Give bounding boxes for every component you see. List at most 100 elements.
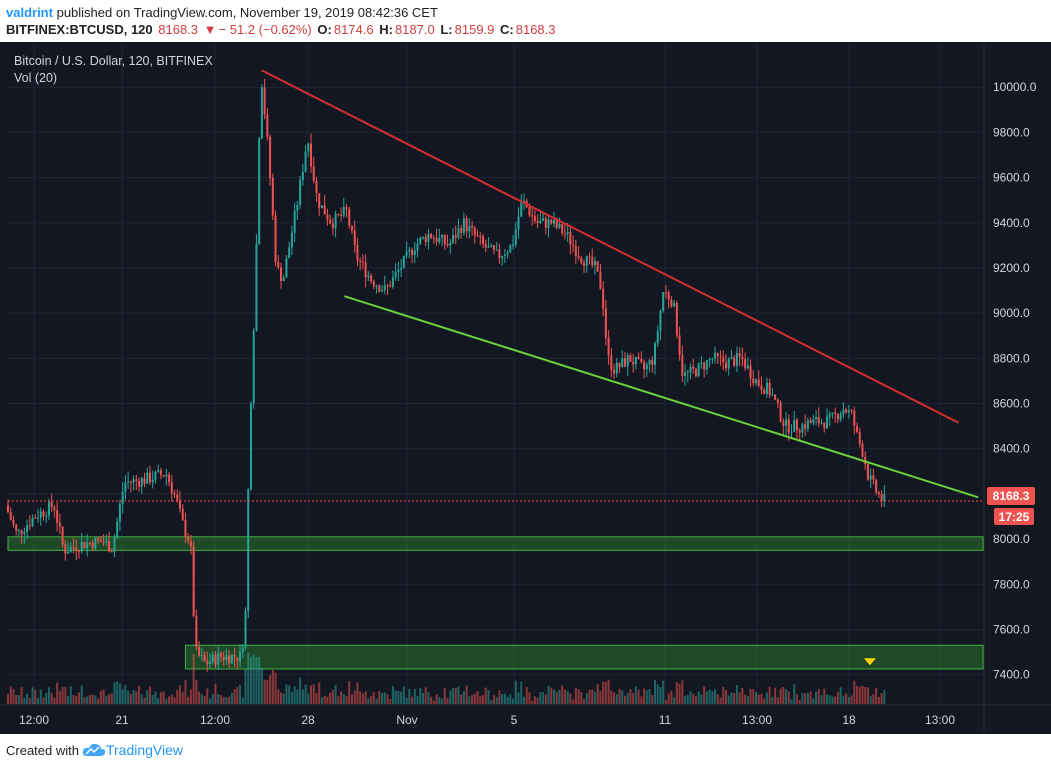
- candle-body: [176, 494, 179, 501]
- volume-bar: [97, 698, 100, 704]
- volume-bar: [159, 692, 162, 704]
- candle-body: [823, 422, 826, 429]
- volume-bar: [738, 692, 741, 704]
- volume-bar: [634, 686, 637, 704]
- candle-body: [178, 500, 181, 509]
- down-arrow-marker-icon[interactable]: [863, 658, 876, 666]
- candle-body: [566, 232, 569, 234]
- volume-bar: [427, 692, 430, 704]
- volume-bar: [7, 694, 9, 704]
- x-axis[interactable]: 12:00 21 12:00 28 Nov 5 11 13:00 18 13:00: [0, 704, 1051, 727]
- volume-bar: [555, 691, 558, 704]
- candle-body: [124, 482, 127, 492]
- tradingview-brand[interactable]: TradingView: [82, 742, 183, 758]
- candle-body: [269, 136, 272, 179]
- y-tick-label: 8800.0: [993, 351, 1030, 365]
- author-name[interactable]: valdrint: [6, 5, 53, 20]
- volume-bar: [812, 698, 815, 704]
- candle-body: [626, 355, 629, 367]
- volume-bar: [214, 683, 217, 704]
- volume-bar: [337, 696, 340, 704]
- candle-body: [787, 419, 790, 433]
- candle-body: [842, 409, 845, 415]
- candle-body: [443, 234, 446, 245]
- volume-bar: [492, 694, 495, 704]
- volume-bar: [47, 687, 50, 704]
- volume-bar: [413, 688, 416, 704]
- volume-bar: [94, 695, 97, 704]
- volume-bar: [823, 688, 826, 704]
- candle-body: [331, 223, 334, 229]
- volume-bar: [498, 690, 501, 704]
- volume-bar: [798, 699, 801, 704]
- volume-bar: [129, 693, 132, 704]
- candle-body: [225, 655, 228, 661]
- volume-bar: [621, 690, 624, 704]
- volume-bar: [473, 693, 476, 704]
- candle-body: [42, 511, 45, 517]
- candle-body: [381, 290, 384, 292]
- volume-bar: [834, 696, 837, 704]
- candle-body: [482, 236, 485, 244]
- volume-bar: [765, 692, 768, 704]
- candle-body: [517, 216, 520, 230]
- support-zone-8000: [7, 536, 984, 551]
- price-tag-bg: [987, 487, 1035, 505]
- candle-body: [637, 357, 640, 360]
- candle-body: [206, 661, 209, 664]
- price-chart[interactable]: 7400.07600.07800.08000.08200.08400.08600…: [0, 42, 1051, 734]
- volume-bar: [490, 700, 493, 704]
- volume-bar: [826, 694, 828, 704]
- y-tick-label: 9400.0: [993, 216, 1030, 230]
- candle-body: [836, 413, 839, 420]
- volume-bar: [375, 698, 378, 704]
- resistance-trendline: [261, 69, 960, 424]
- candle-body: [370, 275, 373, 282]
- candle-body: [28, 525, 31, 527]
- candle-body: [815, 417, 818, 420]
- candle-body: [629, 355, 632, 362]
- volume-bar: [83, 697, 86, 704]
- volume-bar: [441, 698, 444, 704]
- volume-bar: [23, 697, 26, 704]
- volume-bar: [714, 689, 717, 704]
- candle-body: [342, 207, 345, 216]
- volume-bar: [323, 695, 326, 704]
- candle-body: [883, 494, 886, 502]
- volume-bar: [787, 691, 790, 704]
- candle-body: [39, 511, 42, 518]
- candle-body: [446, 244, 449, 246]
- candle-body: [187, 536, 190, 542]
- candle-body: [694, 368, 697, 377]
- y-tick-label: 9200.0: [993, 261, 1030, 275]
- volume-bar: [31, 687, 34, 704]
- candle-body: [866, 464, 869, 480]
- candle-body: [585, 256, 588, 266]
- volume-bar: [741, 687, 744, 704]
- volume-bar: [56, 682, 59, 704]
- volume-bar: [176, 690, 179, 704]
- volume-bar: [476, 690, 479, 704]
- volume-bar: [547, 685, 550, 704]
- volume-bar: [157, 698, 160, 704]
- candle-body: [479, 236, 482, 238]
- candle-body: [602, 288, 605, 309]
- volume-bar: [389, 698, 392, 704]
- candle-body: [189, 541, 192, 547]
- candle-body: [615, 362, 618, 374]
- candle-body: [408, 249, 411, 252]
- candle-body: [659, 310, 662, 332]
- volume-bar: [503, 693, 506, 704]
- y-axis[interactable]: 7400.07600.07800.08000.08200.08400.08600…: [983, 42, 1037, 734]
- volume-bar: [817, 689, 820, 704]
- volume-bar: [580, 692, 583, 704]
- volume-bar: [189, 689, 192, 704]
- x-tick-label: 21: [115, 713, 129, 727]
- volume-bar: [9, 686, 12, 704]
- candle-body: [596, 261, 599, 272]
- volume-bar: [405, 697, 408, 704]
- candle-body: [127, 481, 130, 483]
- candle-body: [184, 519, 187, 537]
- volume-bar: [768, 686, 771, 704]
- volume-bar: [604, 681, 607, 704]
